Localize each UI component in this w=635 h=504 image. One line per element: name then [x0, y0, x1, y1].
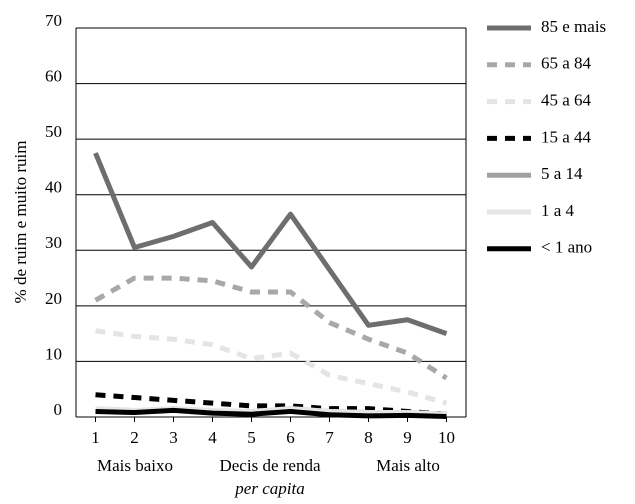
y-tick-label: 10 [45, 344, 62, 363]
x-tick-label: 7 [325, 428, 334, 447]
x-tick-label: 9 [403, 428, 412, 447]
legend-label: 1 a 4 [541, 201, 575, 220]
y-tick-label: 0 [54, 400, 63, 419]
series-line [95, 392, 447, 417]
x-tick-label: 1 [91, 428, 100, 447]
x-tick-label: 6 [286, 428, 295, 447]
x-tick-label: 4 [208, 428, 217, 447]
x-axis-title: Decis de renda [219, 456, 320, 475]
x-high-label: Mais alto [376, 456, 440, 475]
series-line [94, 275, 448, 381]
legend-label: 15 a 44 [541, 127, 592, 146]
x-tick-label: 10 [438, 428, 455, 447]
y-tick-label: 60 [45, 66, 62, 85]
legend-label: 45 a 64 [541, 91, 592, 110]
x-low-label: Mais baixo [97, 456, 173, 475]
legend-label: 65 a 84 [541, 54, 592, 73]
x-tick-label: 5 [247, 428, 256, 447]
x-axis-subtitle: per capita [234, 479, 304, 498]
series-line [93, 152, 448, 336]
legend-label: 85 e mais [541, 17, 606, 36]
series-line [95, 328, 448, 406]
y-tick-label: 70 [45, 11, 62, 30]
y-tick-label: 30 [45, 233, 62, 252]
legend-label: 5 a 14 [541, 164, 583, 183]
y-tick-label: 20 [45, 289, 62, 308]
y-axis-title: % de ruim e muito ruim [11, 141, 30, 304]
x-tick-label: 3 [169, 428, 178, 447]
y-tick-label: 50 [45, 122, 62, 141]
y-tick-label: 40 [45, 178, 62, 197]
x-tick-label: 2 [130, 428, 139, 447]
legend-label: < 1 ano [541, 238, 592, 257]
series-line [95, 407, 447, 419]
x-tick-label: 8 [364, 428, 373, 447]
